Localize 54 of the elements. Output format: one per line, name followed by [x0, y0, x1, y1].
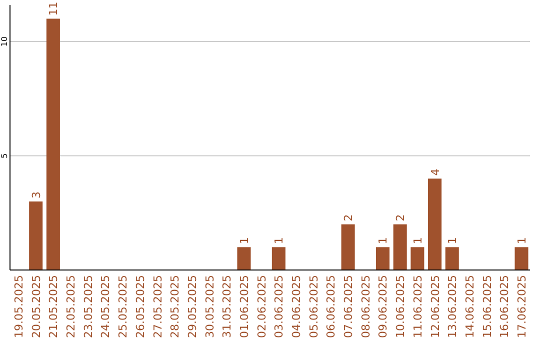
- x-tick-label: 03.06.2025: [272, 275, 286, 338]
- x-tick-label: 22.05.2025: [64, 275, 78, 338]
- data-label: 11: [47, 2, 60, 16]
- x-tick-label: 05.06.2025: [307, 275, 320, 338]
- x-tick-label: 31.05.2025: [220, 275, 234, 338]
- x-tick-label: 08.06.2025: [359, 275, 372, 338]
- y-tick-label: 5: [0, 153, 9, 158]
- data-label: 4: [428, 168, 442, 176]
- x-tick-label: 02.06.2025: [255, 275, 268, 338]
- x-tick-label: 30.05.2025: [203, 275, 216, 338]
- bar: [341, 224, 355, 270]
- bar: [237, 247, 251, 270]
- x-tick-label: 28.05.2025: [168, 275, 182, 338]
- data-label: 2: [394, 214, 408, 222]
- data-label: 1: [411, 237, 424, 244]
- bar: [272, 247, 286, 270]
- x-tick-label: 12.06.2025: [428, 275, 442, 338]
- x-tick-label: 19.05.2025: [12, 275, 26, 338]
- x-tick-label: 15.06.2025: [480, 275, 494, 338]
- x-tick-label: 23.05.2025: [82, 275, 95, 338]
- x-tick-label: 04.06.2025: [290, 275, 304, 338]
- data-label: 3: [30, 191, 43, 198]
- x-tick-label: 01.06.2025: [238, 275, 251, 338]
- x-tick-label: 10.06.2025: [394, 275, 408, 338]
- bar: [29, 201, 43, 270]
- data-label: 1: [376, 237, 390, 244]
- x-tick-label: 21.05.2025: [47, 275, 60, 338]
- data-label: 1: [272, 237, 286, 244]
- bar: [376, 247, 390, 270]
- x-tick-label: 07.06.2025: [342, 275, 356, 338]
- bar: [514, 247, 528, 270]
- bar: [46, 18, 60, 270]
- x-tick-label: 20.05.2025: [30, 275, 43, 338]
- x-tick-label: 25.05.2025: [116, 275, 130, 338]
- bar: [393, 224, 407, 270]
- x-tick-label: 06.06.2025: [324, 275, 338, 338]
- x-tick-label: 11.06.2025: [411, 275, 424, 338]
- y-tick-label: 10: [0, 36, 9, 47]
- x-tick-label: 09.06.2025: [376, 275, 390, 338]
- x-tick-label: 24.05.2025: [99, 275, 112, 338]
- bar: [445, 247, 459, 270]
- data-label: 1: [446, 237, 460, 244]
- data-label: 1: [238, 237, 251, 244]
- x-tick-label: 17.06.2025: [516, 275, 528, 338]
- data-label: 2: [342, 214, 356, 222]
- x-tick-label: 29.05.2025: [186, 275, 199, 338]
- x-tick-label: 14.06.2025: [463, 275, 476, 338]
- x-tick-label: 27.05.2025: [151, 275, 164, 338]
- bar: [410, 247, 424, 270]
- data-label: 1: [516, 237, 528, 244]
- x-tick-label: 16.06.2025: [498, 275, 512, 338]
- x-tick-label: 13.06.2025: [446, 275, 460, 338]
- x-tick-label: 26.05.2025: [134, 275, 147, 338]
- bar: [428, 178, 442, 270]
